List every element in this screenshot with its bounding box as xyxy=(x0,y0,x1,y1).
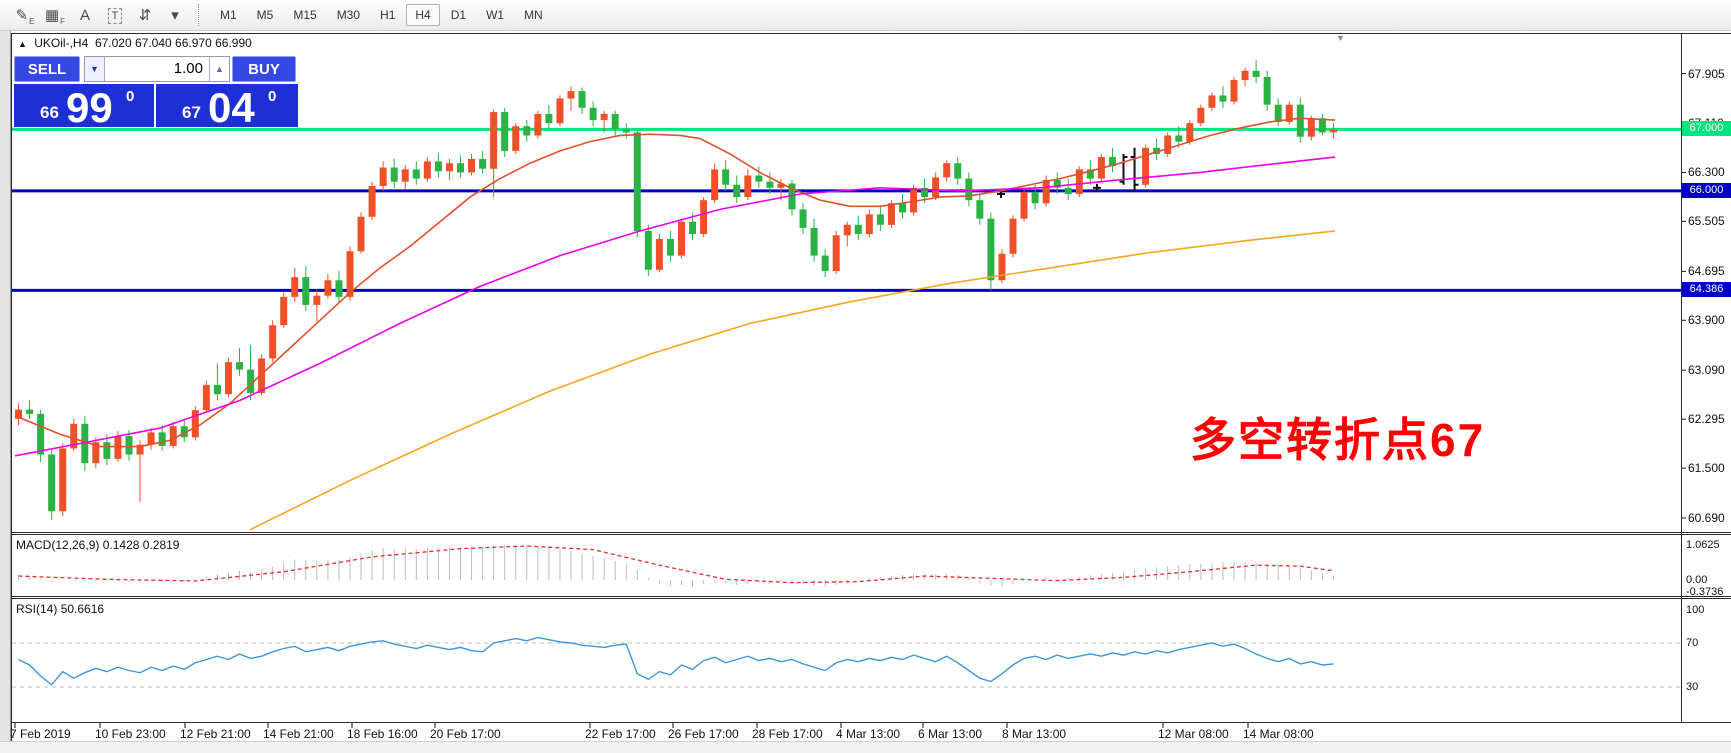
toolbar: ✎ E ▦ F A T ⇵ ▾ M1 M5 M15 M30 H1 H4 D1 W1 MN xyxy=(0,0,1731,31)
chart-symbol-triangle-icon[interactable]: ▲ xyxy=(18,39,27,49)
rsi-axis-label: 30 xyxy=(1686,681,1699,693)
dropdown-arrow-icon[interactable]: ▾ xyxy=(171,7,179,24)
time-axis-label: 7 Feb 2019 xyxy=(10,727,71,741)
macd-value-main: 0.1428 xyxy=(102,538,140,552)
ohlc-open: 67.020 xyxy=(94,36,132,50)
volume-increase-icon[interactable]: ▲ xyxy=(209,57,229,81)
chart-header: ▲ UKOil-,H4 67.020 67.040 66.970 66.990 xyxy=(18,36,252,50)
toolbar-separator xyxy=(198,4,200,26)
ohlc-high: 67.040 xyxy=(135,36,172,50)
ask-quote[interactable]: 67 04 0 xyxy=(156,84,298,131)
text-icon[interactable]: A xyxy=(79,7,90,24)
time-axis-label: 4 Mar 13:00 xyxy=(836,727,901,741)
time-axis-label: 14 Feb 21:00 xyxy=(263,727,334,741)
price-axis-label: 66.300 xyxy=(1688,165,1725,180)
timeframe-button-d1[interactable]: D1 xyxy=(450,8,467,22)
time-axis-label: 20 Feb 17:00 xyxy=(430,727,501,741)
rsi-axis-label: 100 xyxy=(1686,604,1705,616)
time-axis-label: 18 Feb 16:00 xyxy=(347,727,418,741)
volume-decrease-icon[interactable]: ▼ xyxy=(85,57,105,81)
rsi-value: 50.6616 xyxy=(60,602,105,616)
time-axis-label: 10 Feb 23:00 xyxy=(95,727,166,741)
macd-splitter[interactable] xyxy=(12,532,1731,533)
draw-objects-icon[interactable]: ✎ E xyxy=(15,7,35,26)
rsi-label: RSI(14) 50.6616 xyxy=(16,602,105,616)
price-axis-label: 60.690 xyxy=(1688,511,1725,526)
price-axis-label: 61.500 xyxy=(1688,461,1725,476)
price-tag: 67.000 xyxy=(1682,121,1731,137)
macd-axis-label: -0.3736 xyxy=(1686,586,1724,599)
price-tag: 66.000 xyxy=(1682,182,1731,198)
chart-annotation: 多空转折点67 xyxy=(1190,414,1486,466)
chart-symbol-period: UKOil-,H4 xyxy=(34,36,89,50)
timeframe-button-mn[interactable]: MN xyxy=(524,8,543,22)
time-axis-label: 26 Feb 17:00 xyxy=(668,727,739,741)
ohlc-close: 66.990 xyxy=(215,36,252,50)
macd-axis-label: 0.00 xyxy=(1686,574,1708,586)
price-axis-label: 62.295 xyxy=(1688,412,1725,427)
volume-input[interactable]: 1.00 xyxy=(173,60,203,77)
buy-button[interactable]: BUY xyxy=(232,56,296,82)
timeframe-button-h1[interactable]: H1 xyxy=(380,8,396,22)
one-click-trading-panel: SELL ▼ 1.00 ▲ BUY 66 99 0 67 04 0 xyxy=(14,56,298,131)
price-axis-line[interactable] xyxy=(1681,33,1682,722)
rsi-splitter[interactable] xyxy=(12,596,1731,597)
sell-button[interactable]: SELL xyxy=(14,56,80,82)
chart-shift-marker-icon[interactable]: ▼ xyxy=(1336,33,1345,43)
macd-label: MACD(12,26,9) 0.1428 0.2819 xyxy=(16,538,180,552)
time-axis-label: 12 Mar 08:00 xyxy=(1158,727,1229,741)
price-axis-label: 64.695 xyxy=(1688,264,1725,279)
bottom-window-edge xyxy=(0,741,1731,753)
time-axis-label: 28 Feb 17:00 xyxy=(752,727,823,741)
price-axis-label: 63.090 xyxy=(1688,363,1725,378)
price-axis-label: 63.900 xyxy=(1688,313,1725,328)
macd-value-signal: 0.2819 xyxy=(142,538,180,552)
time-axis-border xyxy=(12,722,1731,723)
grid-icon[interactable]: ▦ F xyxy=(44,7,66,26)
ask-prefix: 67 xyxy=(182,103,201,122)
timeframe-button-m1[interactable]: M1 xyxy=(220,8,237,22)
price-axis-label: 65.505 xyxy=(1688,214,1725,229)
time-axis-label: 8 Mar 13:00 xyxy=(1002,727,1067,741)
macd-axis-label: 1.0625 xyxy=(1686,538,1720,551)
volume-stepper: ▼ 1.00 ▲ xyxy=(84,56,230,82)
rsi-splitter-lower xyxy=(12,598,1731,599)
macd-splitter-lower xyxy=(12,534,1731,535)
ohlc-low: 66.970 xyxy=(175,36,212,50)
time-axis-label: 6 Mar 13:00 xyxy=(918,727,983,741)
timeframe-buttons: M1 M5 M15 M30 H1 H4 D1 W1 MN xyxy=(210,4,553,26)
timeframe-button-h4[interactable]: H4 xyxy=(406,4,440,26)
arrow-objects-icon[interactable]: ⇵ xyxy=(138,7,152,24)
timeframe-button-m15[interactable]: M15 xyxy=(293,8,317,22)
timeframe-button-m5[interactable]: M5 xyxy=(256,8,274,22)
rsi-axis-label: 70 xyxy=(1686,637,1699,649)
bid-big-digits: 99 xyxy=(66,84,113,131)
price-tag: 64.386 xyxy=(1682,282,1731,298)
bid-quote[interactable]: 66 99 0 xyxy=(14,84,154,131)
chart-top-border xyxy=(11,33,1731,34)
price-axis-label: 67.905 xyxy=(1688,66,1725,81)
toolbar-icons: ✎ E ▦ F A T ⇵ ▾ xyxy=(10,3,190,27)
timeframe-button-m30[interactable]: M30 xyxy=(336,8,361,22)
left-window-edge xyxy=(0,31,11,753)
bid-pip-digit: 0 xyxy=(126,88,135,105)
chart-left-border xyxy=(11,33,12,741)
time-axis-label: 22 Feb 17:00 xyxy=(585,727,656,741)
time-axis-label: 14 Mar 08:00 xyxy=(1243,727,1314,741)
timeframe-button-w1[interactable]: W1 xyxy=(486,8,505,22)
ask-big-digits: 04 xyxy=(208,84,255,131)
bid-prefix: 66 xyxy=(40,103,59,122)
time-axis-label: 12 Feb 21:00 xyxy=(180,727,251,741)
ask-pip-digit: 0 xyxy=(268,88,277,105)
text-label-icon[interactable]: T xyxy=(100,3,130,27)
